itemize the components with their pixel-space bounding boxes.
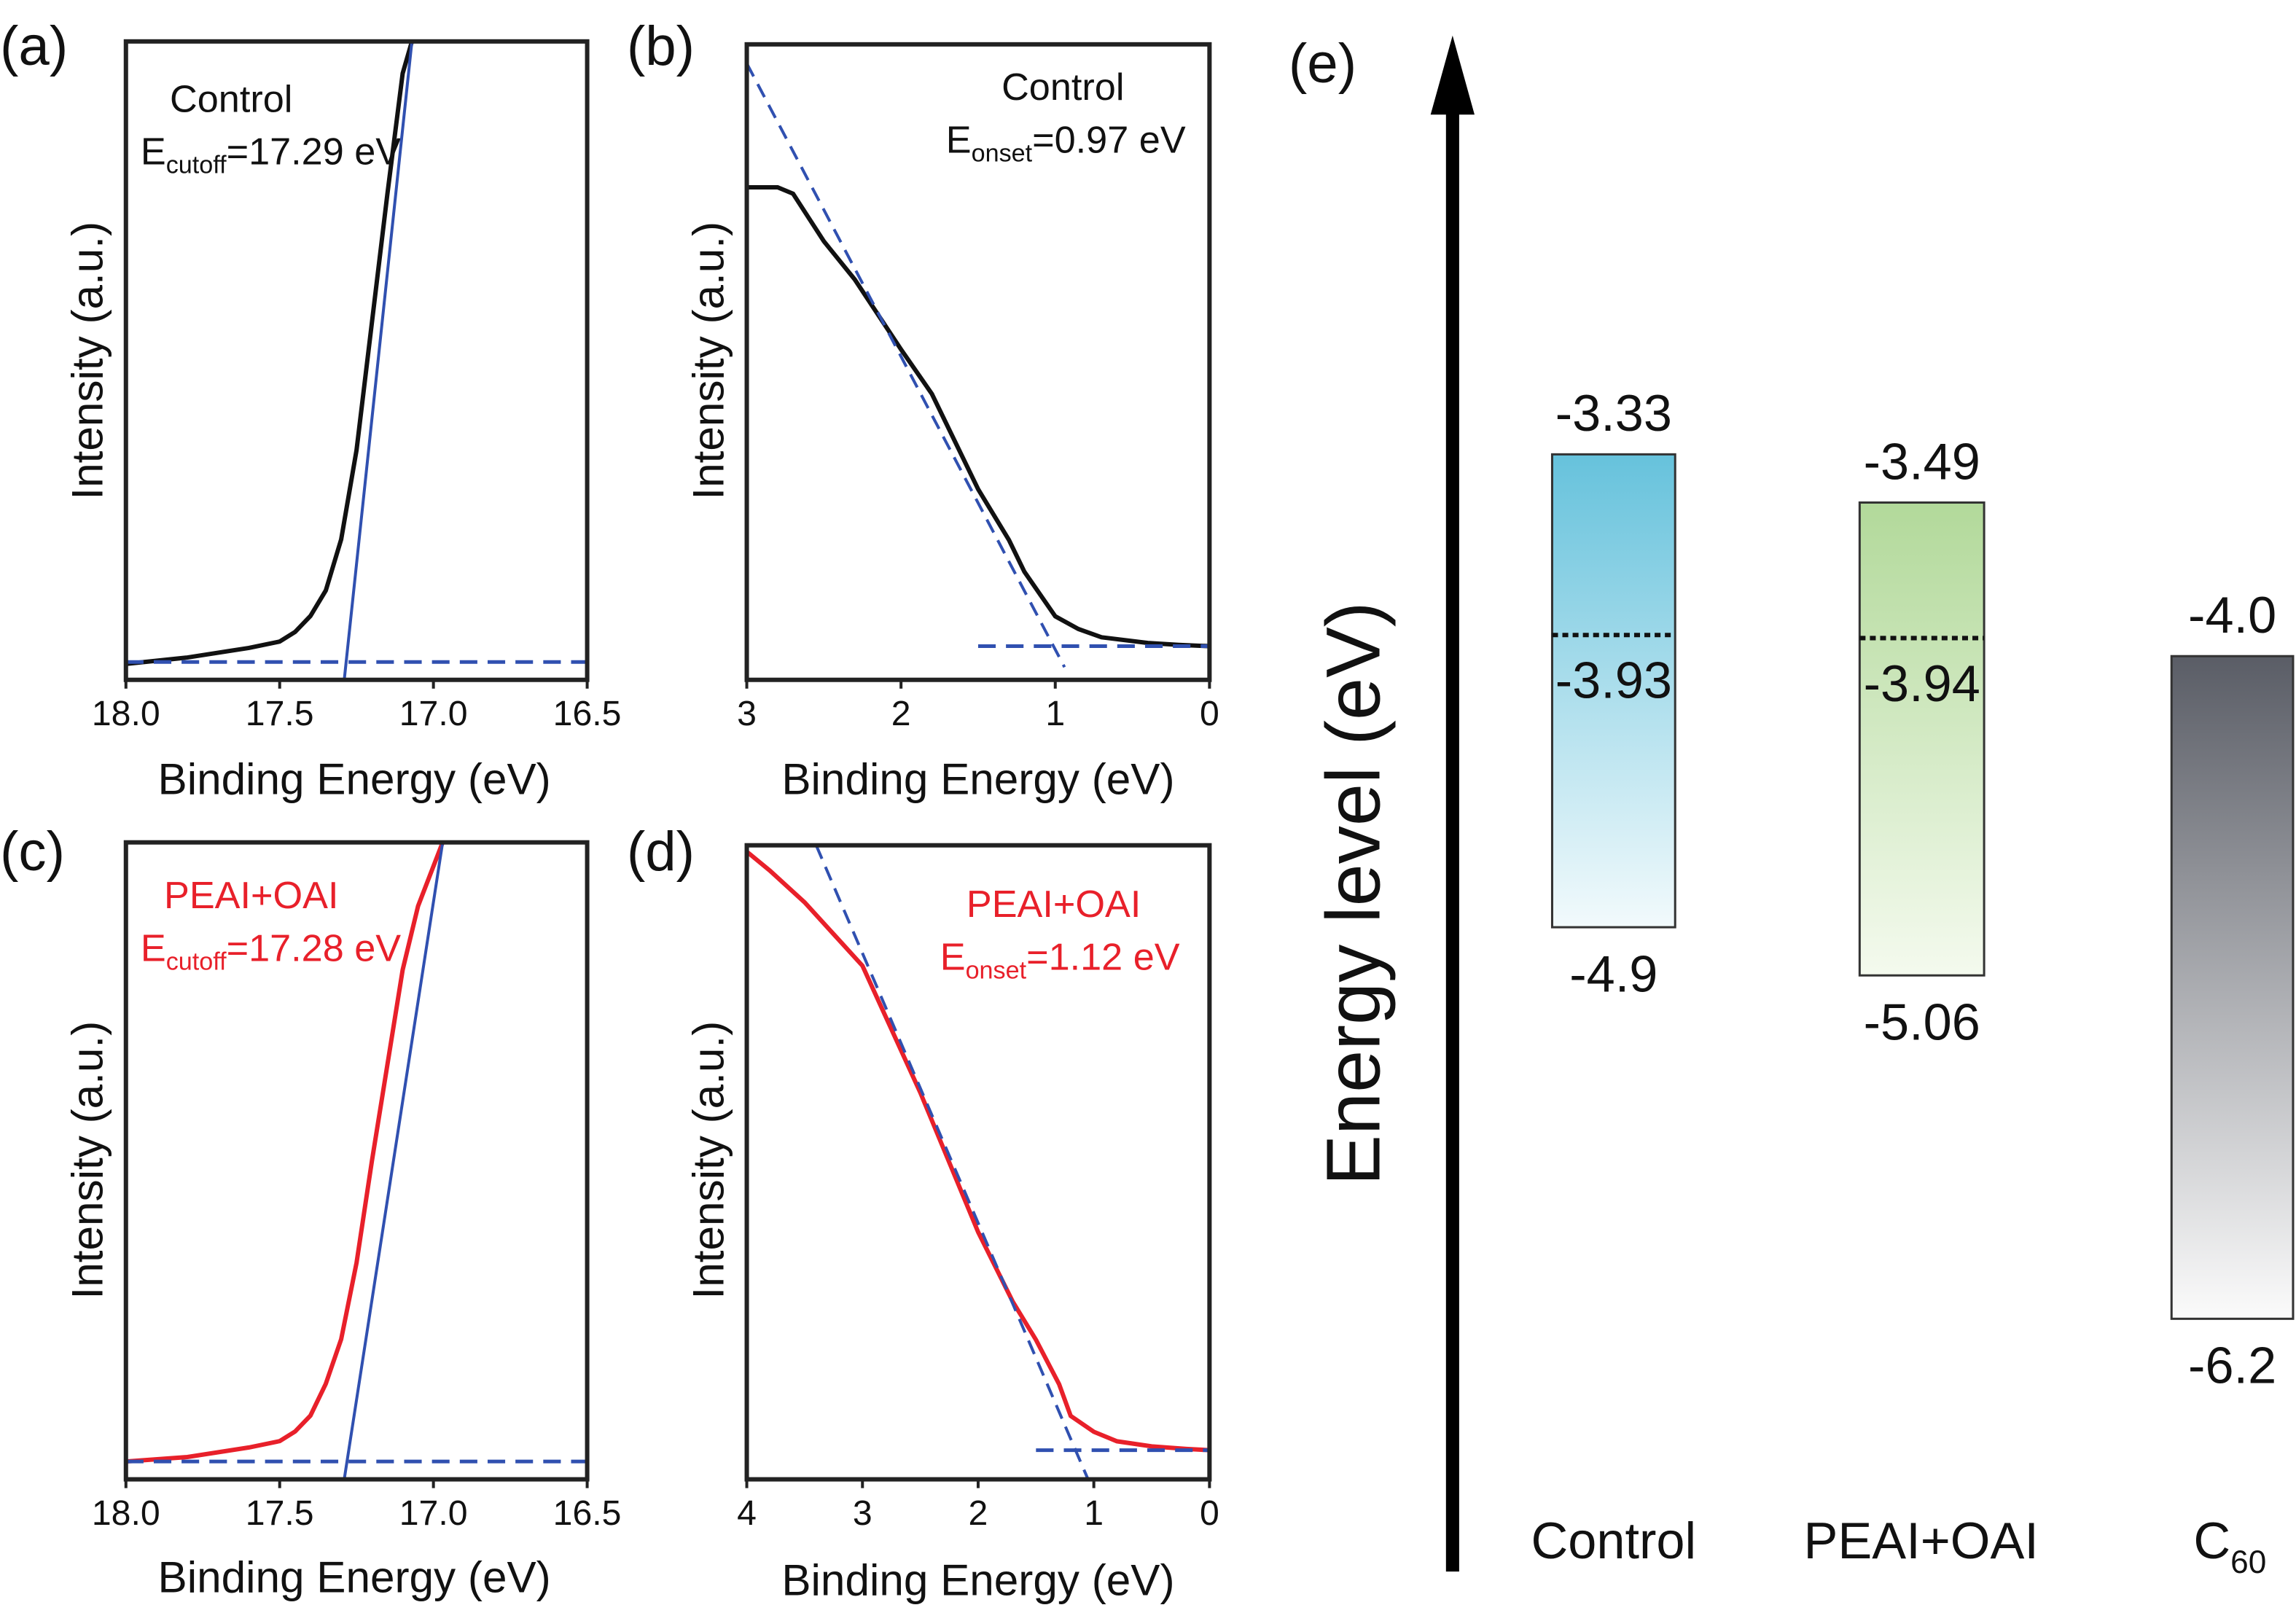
y-axis-label: Intensity (a.u.) bbox=[63, 222, 112, 500]
panel-e: (e) Energy level (eV) Control PEAI+OAI C… bbox=[1289, 33, 2295, 1580]
y-axis-label: Energy level (eV) bbox=[1311, 601, 1396, 1185]
top-level-label: -4.0 bbox=[2188, 586, 2276, 644]
onset-annotation: Eonset=0.97 eV bbox=[946, 120, 1186, 168]
arrow-head-icon bbox=[1430, 35, 1475, 115]
panel-a: (a) Control Ecutoff=17.29 eV Binding Ene… bbox=[0, 15, 621, 803]
category-label-control: Control bbox=[1531, 1512, 1697, 1569]
top-level-label: -3.49 bbox=[1864, 432, 1980, 490]
linear-fit-line bbox=[746, 63, 1066, 668]
sample-label: PEAI+OAI bbox=[967, 883, 1141, 926]
x-tick-label: 18.0 bbox=[92, 694, 160, 733]
cutoff-annotation: Ecutoff=17.28 eV bbox=[141, 927, 401, 975]
panel-d: (d) PEAI+OAI Eonset=1.12 eV Binding Ener… bbox=[627, 821, 1219, 1604]
y-axis-label: Intensity (a.u.) bbox=[683, 222, 733, 500]
fermi-level-label: -3.94 bbox=[1864, 655, 1980, 712]
bottom-level-label: -6.2 bbox=[2188, 1337, 2276, 1394]
onset-annotation: Eonset=1.12 eV bbox=[940, 936, 1180, 984]
energy-band-c60 bbox=[2170, 655, 2295, 1320]
spectrum-curve bbox=[746, 185, 1210, 649]
x-axis-label: Binding Energy (eV) bbox=[158, 754, 551, 803]
panel-c: (c) PEAI+OAI Ecutoff=17.28 eV Binding En… bbox=[0, 821, 621, 1601]
y-axis-label: Intensity (a.u.) bbox=[63, 1021, 112, 1300]
energy-band-control bbox=[1550, 453, 1676, 929]
x-tick-label: 17.5 bbox=[246, 694, 314, 733]
x-tick-label: 3 bbox=[853, 1493, 872, 1533]
panel-label: (a) bbox=[0, 15, 68, 77]
panel-label: (b) bbox=[627, 15, 695, 77]
category-label-c60: C60 bbox=[2193, 1512, 2266, 1580]
x-tick-label: 17.0 bbox=[399, 694, 468, 733]
y-axis-label: Intensity (a.u.) bbox=[683, 1021, 733, 1300]
panel-label: (c) bbox=[0, 821, 65, 883]
plot-frame bbox=[123, 39, 590, 682]
x-tick-label: 2 bbox=[891, 694, 911, 733]
x-tick-label: 0 bbox=[1200, 1493, 1219, 1533]
top-level-label: -3.33 bbox=[1555, 384, 1672, 442]
linear-fit-line bbox=[814, 845, 1090, 1480]
plot-frame bbox=[744, 42, 1212, 682]
cutoff-annotation: Ecutoff=17.29 eV bbox=[141, 131, 401, 179]
x-axis-label: Binding Energy (eV) bbox=[158, 1552, 551, 1601]
x-axis-label: Binding Energy (eV) bbox=[781, 1555, 1174, 1604]
energy-band-peai-oai bbox=[1858, 501, 1985, 977]
x-tick-label: 16.5 bbox=[553, 694, 622, 733]
fermi-level-label: -3.93 bbox=[1555, 652, 1672, 709]
x-tick-label: 17.5 bbox=[246, 1493, 314, 1533]
spectrum-curve bbox=[125, 41, 415, 666]
x-tick-label: 0 bbox=[1200, 694, 1219, 733]
plot-frame bbox=[123, 840, 590, 1482]
sample-label: Control bbox=[170, 78, 292, 120]
panel-label: (e) bbox=[1289, 33, 1356, 95]
spectrum-curve bbox=[125, 842, 445, 1464]
sample-label: PEAI+OAI bbox=[164, 875, 338, 917]
category-label-peai-oai: PEAI+OAI bbox=[1804, 1512, 2039, 1569]
linear-fit-line bbox=[343, 41, 414, 680]
x-tick-label: 18.0 bbox=[92, 1493, 160, 1533]
x-tick-label: 1 bbox=[1045, 694, 1065, 733]
panel-b: (b) Control Eonset=0.97 eV Binding Energ… bbox=[627, 15, 1219, 803]
x-tick-label: 16.5 bbox=[553, 1493, 622, 1533]
bottom-level-label: -5.06 bbox=[1864, 993, 1980, 1051]
x-tick-label: 4 bbox=[737, 1493, 757, 1533]
bottom-level-label: -4.9 bbox=[1569, 945, 1657, 1003]
sample-label: Control bbox=[1001, 66, 1124, 109]
spectrum-curve bbox=[746, 850, 1210, 1453]
x-tick-label: 3 bbox=[737, 694, 757, 733]
panel-label: (d) bbox=[627, 821, 695, 883]
x-tick-label: 2 bbox=[969, 1493, 988, 1533]
x-tick-label: 1 bbox=[1084, 1493, 1104, 1533]
linear-fit-line bbox=[343, 842, 445, 1480]
x-axis-label: Binding Energy (eV) bbox=[781, 754, 1174, 803]
x-tick-label: 17.0 bbox=[399, 1493, 468, 1533]
